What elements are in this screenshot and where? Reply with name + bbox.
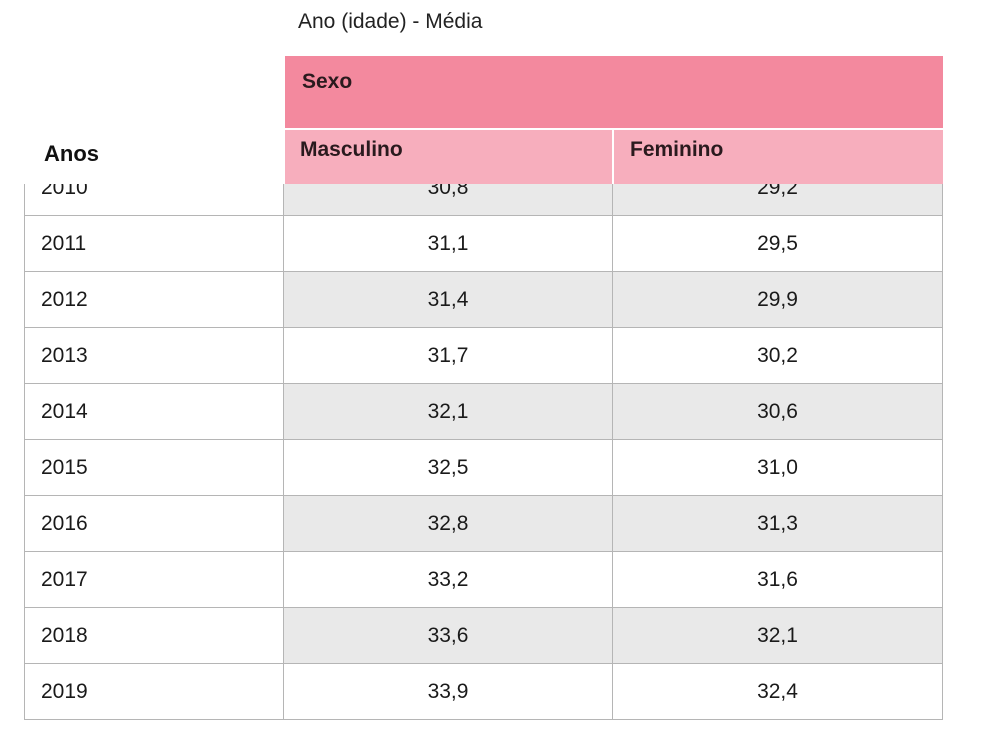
column-header-masculino[interactable]: Masculino — [285, 130, 612, 184]
masculino-cell: 33,2 — [284, 552, 613, 607]
table-row-partial: 2010 30,8 29,2 — [24, 184, 943, 216]
table-row: 2016 32,8 31,3 — [24, 496, 943, 552]
sexo-group-header[interactable]: Sexo — [285, 56, 943, 128]
masculino-cell: 33,9 — [284, 664, 613, 719]
year-cell: 2019 — [24, 664, 284, 719]
table-row: 2017 33,2 31,6 — [24, 552, 943, 608]
column-header-feminino[interactable]: Feminino — [614, 130, 943, 184]
table-row: 2014 32,1 30,6 — [24, 384, 943, 440]
masculino-cell: 30,8 — [284, 184, 613, 215]
year-cell: 2011 — [24, 216, 284, 271]
feminino-cell: 29,9 — [613, 272, 943, 327]
year-cell: 2017 — [24, 552, 284, 607]
year-cell: 2016 — [24, 496, 284, 551]
table-row: 2019 33,9 32,4 — [24, 664, 943, 720]
masculino-cell: 31,1 — [284, 216, 613, 271]
table-row: 2018 33,6 32,1 — [24, 608, 943, 664]
year-cell: 2015 — [24, 440, 284, 495]
table-row: 2011 31,1 29,5 — [24, 216, 943, 272]
measure-title: Ano (idade) - Média — [298, 10, 483, 33]
masculino-cell: 33,6 — [284, 608, 613, 663]
year-cell: 2013 — [24, 328, 284, 383]
column-header-feminino-label: Feminino — [630, 138, 724, 161]
feminino-cell: 31,6 — [613, 552, 943, 607]
feminino-cell: 29,5 — [613, 216, 943, 271]
year-cell: 2014 — [24, 384, 284, 439]
feminino-cell: 30,2 — [613, 328, 943, 383]
masculino-cell: 31,7 — [284, 328, 613, 383]
row-header-anos[interactable]: Anos — [44, 141, 99, 166]
masculino-cell: 32,5 — [284, 440, 613, 495]
table-row: 2015 32,5 31,0 — [24, 440, 943, 496]
feminino-cell: 32,1 — [613, 608, 943, 663]
column-header-masculino-label: Masculino — [300, 138, 403, 161]
feminino-cell: 29,2 — [613, 184, 943, 215]
table-row: 2012 31,4 29,9 — [24, 272, 943, 328]
table-row: 2013 31,7 30,2 — [24, 328, 943, 384]
masculino-cell: 32,8 — [284, 496, 613, 551]
sexo-header-label: Sexo — [302, 70, 353, 93]
year-cell: 2010 — [24, 184, 284, 215]
feminino-cell: 31,0 — [613, 440, 943, 495]
year-cell: 2018 — [24, 608, 284, 663]
feminino-cell: 32,4 — [613, 664, 943, 719]
masculino-cell: 32,1 — [284, 384, 613, 439]
feminino-cell: 31,3 — [613, 496, 943, 551]
year-cell: 2012 — [24, 272, 284, 327]
masculino-cell: 31,4 — [284, 272, 613, 327]
feminino-cell: 30,6 — [613, 384, 943, 439]
table-body[interactable]: 2011 31,1 29,5 2012 31,4 29,9 2013 31,7 30,2 2014… — [24, 0, 943, 742]
